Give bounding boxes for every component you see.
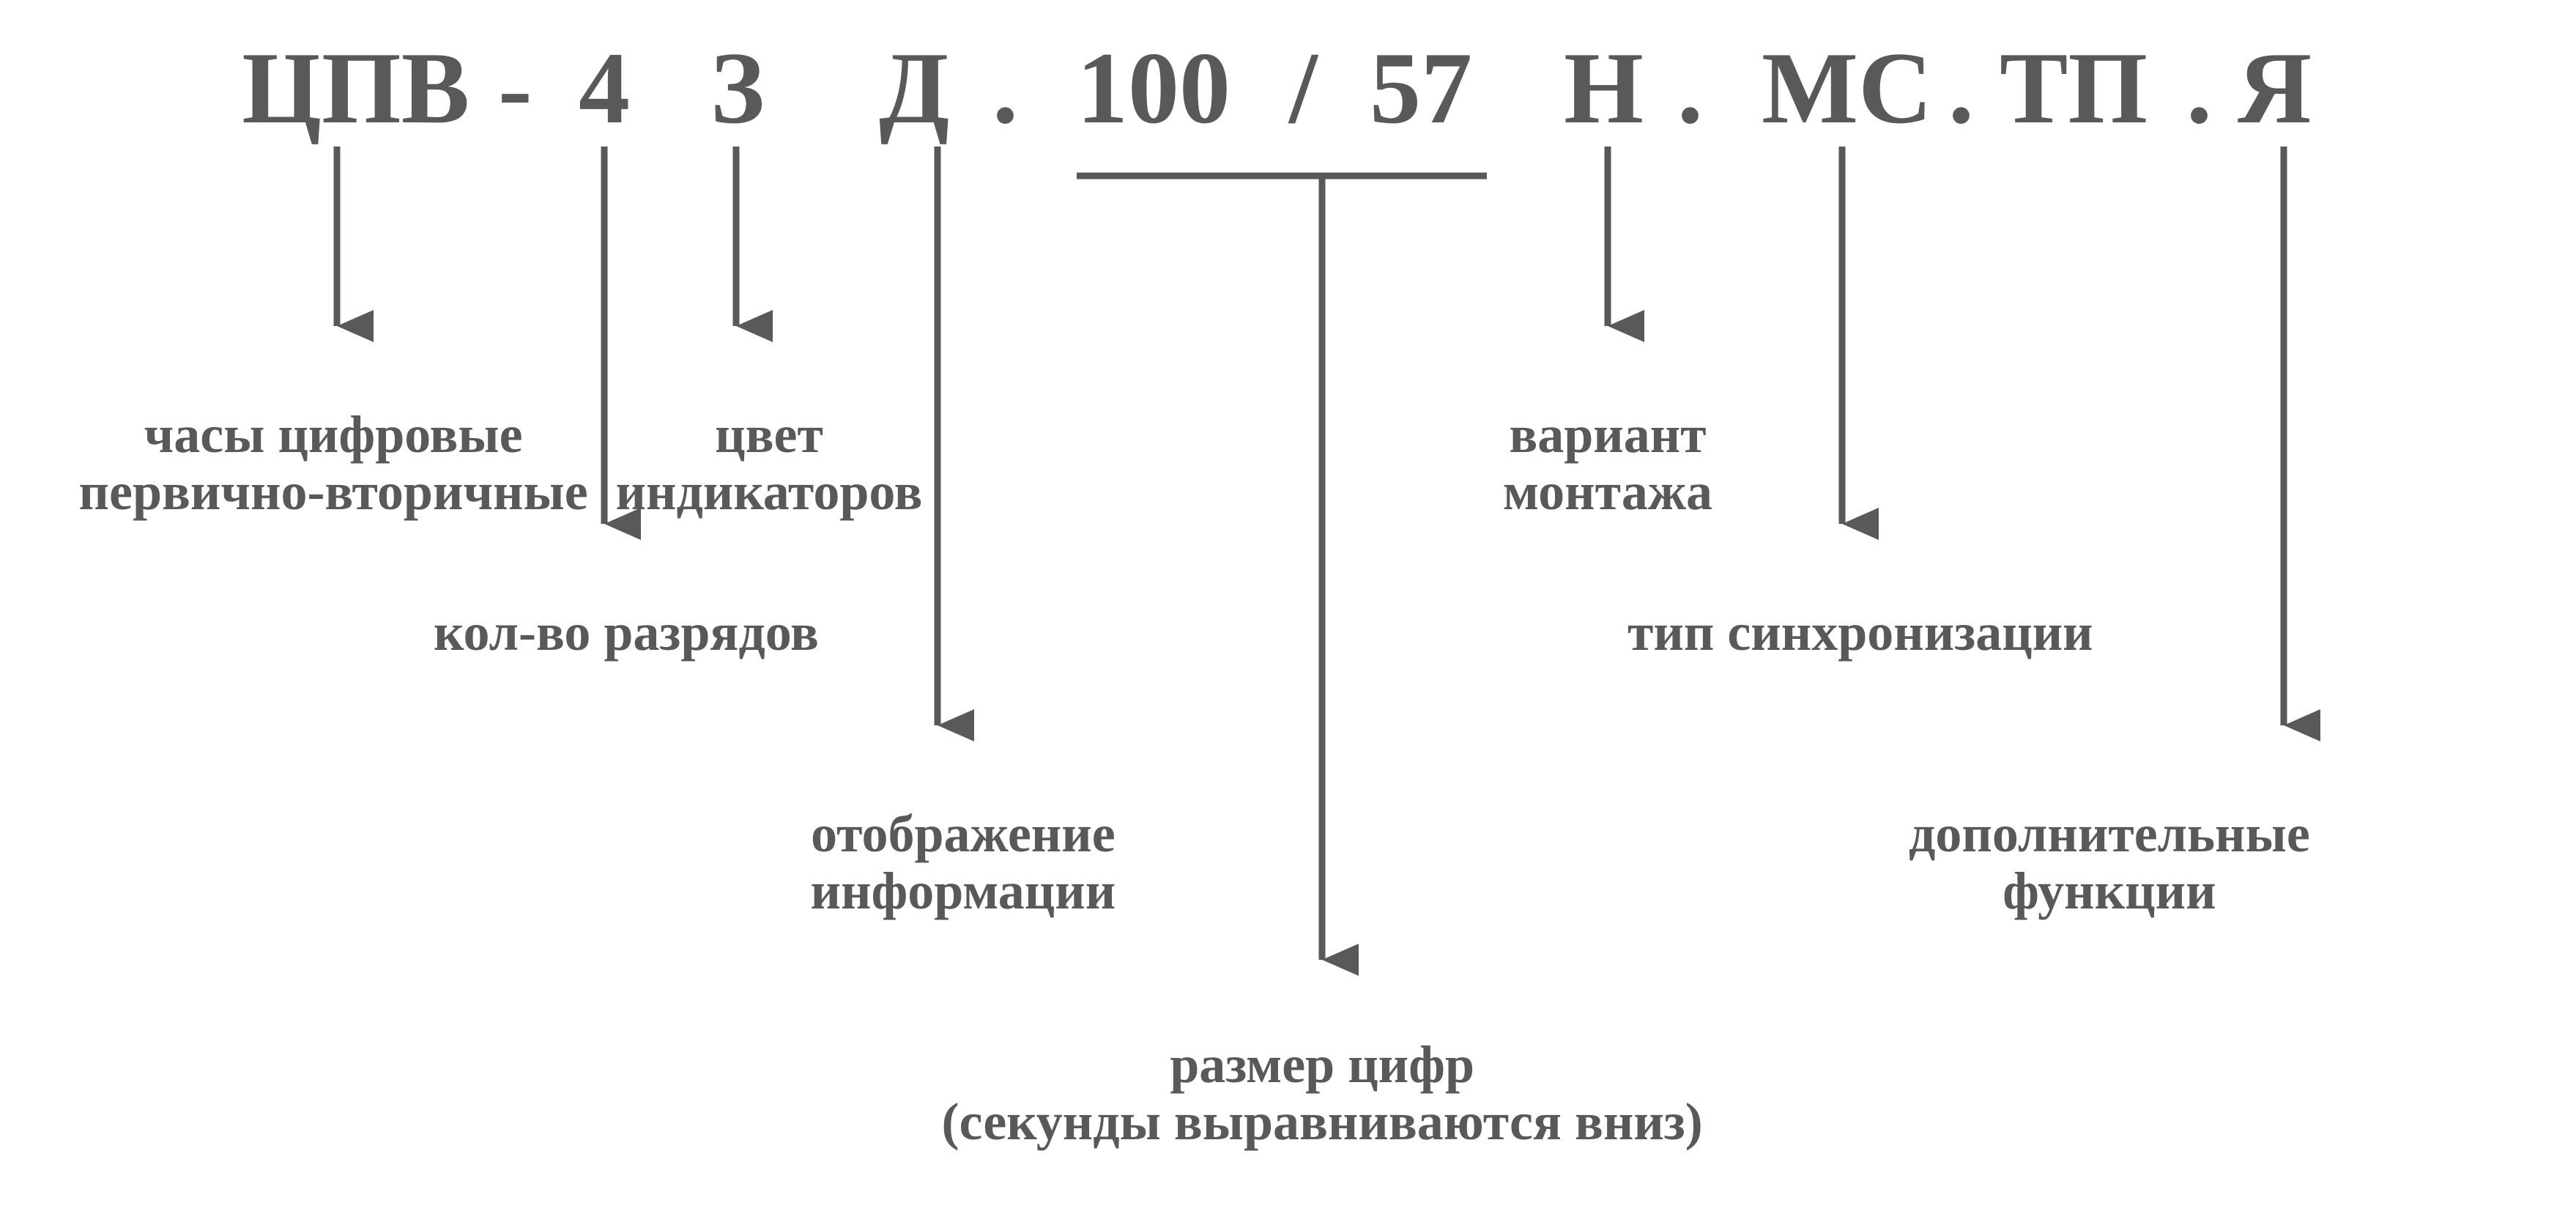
lbl-4: кол-во разрядов [434,604,819,662]
tok-ms: МС [1762,33,1932,144]
lbl-cpv: часы цифровыепервично-вторичные [79,407,588,521]
tok-4: 4 [579,33,630,144]
tok-cpv: ЦПВ [242,33,469,144]
tok-100: 100 [1077,33,1231,144]
lbl-mid: размер цифр(секунды выравниваются вниз) [942,1037,1703,1151]
tok-slash: / [1289,33,1318,144]
tok-dash: - [498,33,532,144]
tok-z: З [710,33,765,144]
lbl-z: цветиндикаторов [616,407,923,521]
arrow-layer [0,0,2576,1214]
tok-dot2: . [1677,33,1703,144]
tok-ya: Я [2238,33,2312,144]
lbl-ms: тип синхронизации [1627,604,2093,662]
lbl-d: отображениеинформации [811,806,1116,920]
tok-dot1: . [992,33,1018,144]
tok-d: Д [879,33,949,144]
tok-dot4: . [2186,33,2212,144]
tok-dot3: . [1948,33,1974,144]
lbl-tp: дополнительныефункции [1909,806,2310,920]
lbl-n: вариантмонтажа [1503,407,1712,521]
tok-n: Н [1564,33,1644,144]
diagram-root: ЦПВ-4ЗД.100/57Н.МС.ТП.Ячасы цифровыеперв… [0,0,2576,1214]
tok-tp: ТП [2000,33,2148,144]
tok-57: 57 [1370,33,1472,144]
